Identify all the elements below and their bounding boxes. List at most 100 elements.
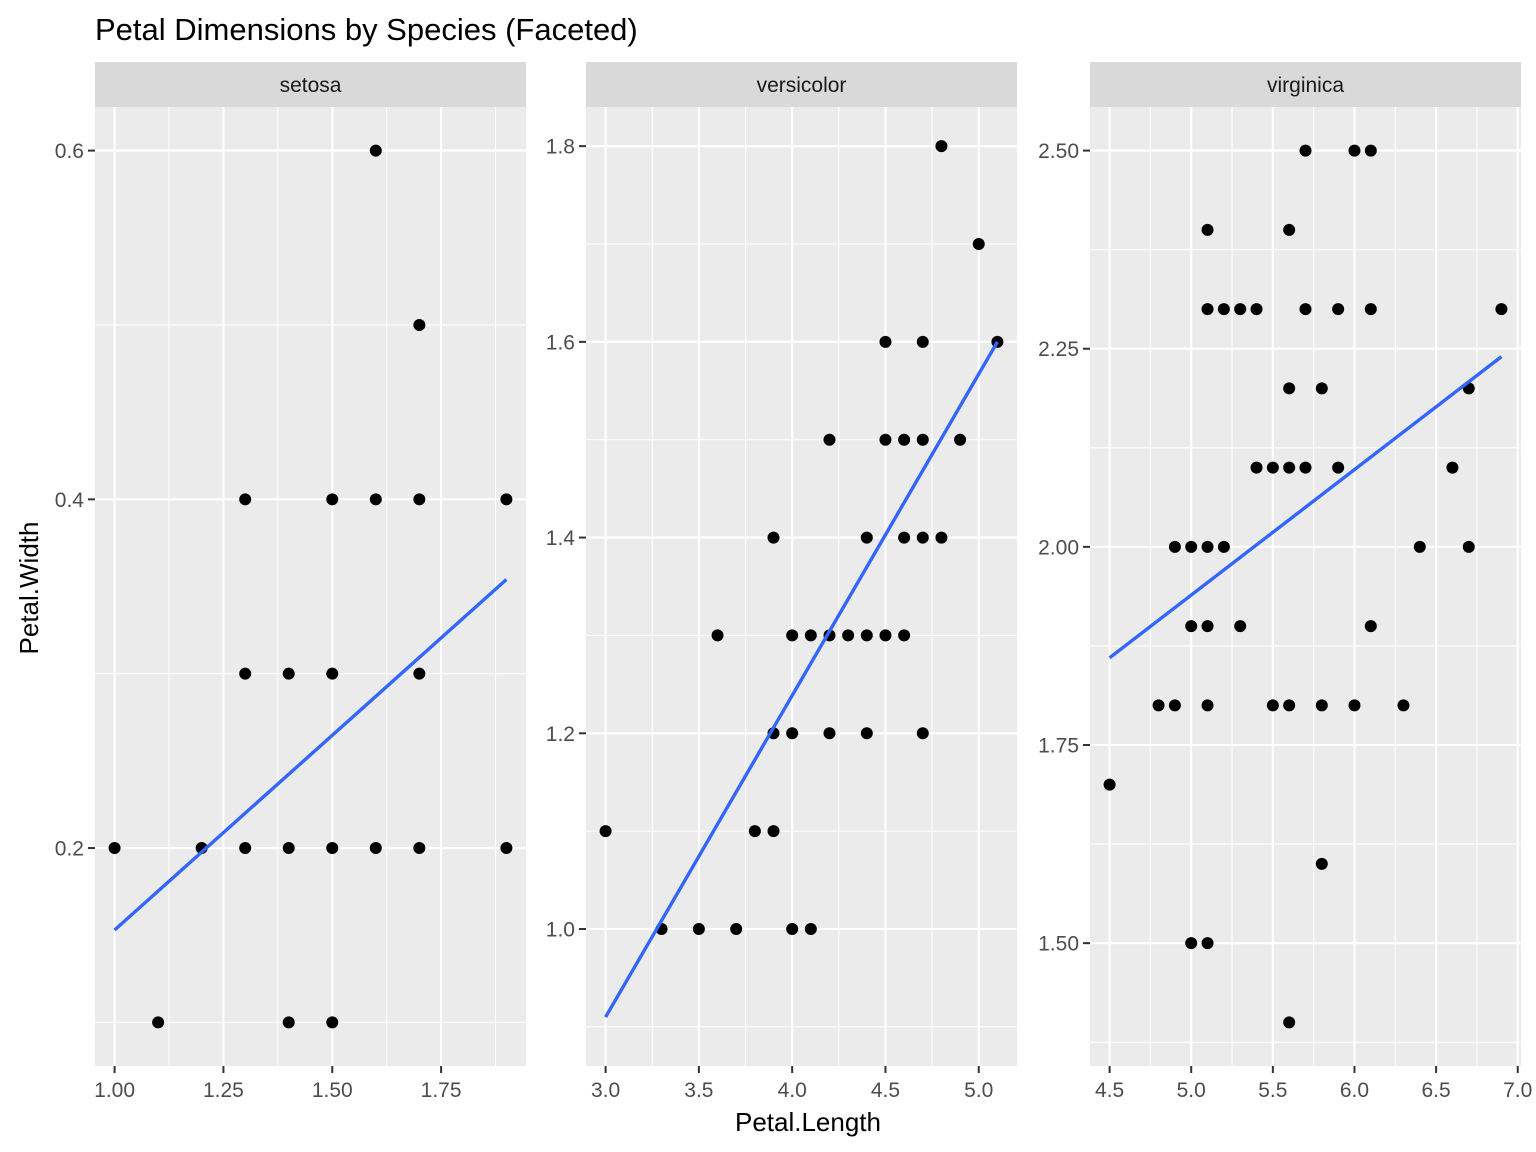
facet-strip	[1090, 62, 1521, 107]
data-point	[1201, 620, 1214, 633]
chart-title: Petal Dimensions by Species (Faceted)	[95, 12, 638, 47]
data-point	[1299, 461, 1312, 474]
data-point	[1201, 937, 1214, 950]
data-point	[804, 923, 817, 935]
data-point	[1250, 461, 1263, 474]
data-point	[282, 842, 295, 855]
data-point	[413, 493, 426, 506]
data-point	[711, 629, 724, 642]
data-point	[239, 667, 252, 680]
data-point	[1315, 699, 1328, 712]
data-point	[1201, 223, 1214, 236]
data-point	[1185, 540, 1198, 553]
facet-panel-versicolor: 3.0 3.5 4.0 4.5 5.0 1.0 1.2 1.4 1.6 1.8 versicolor	[546, 62, 1017, 1102]
y-tick-label: 1.6	[546, 331, 575, 354]
data-point	[1283, 382, 1296, 395]
data-point	[1283, 699, 1296, 712]
data-point	[1250, 303, 1263, 316]
x-tick-label: 4.0	[778, 1079, 807, 1102]
data-point	[972, 238, 985, 250]
x-tick-label: 1.25	[203, 1079, 244, 1102]
data-point	[1103, 778, 1116, 791]
data-point	[1185, 937, 1198, 950]
y-tick-label: 1.0	[546, 919, 575, 942]
data-point	[786, 923, 799, 935]
data-point	[108, 842, 121, 855]
facet-strip	[586, 62, 1017, 107]
panel-background	[95, 107, 526, 1066]
data-point	[326, 493, 339, 506]
data-point	[239, 493, 252, 506]
data-point	[1364, 144, 1377, 157]
panel-background	[1090, 107, 1521, 1066]
x-tick-label: 4.5	[1095, 1079, 1124, 1102]
data-point	[152, 1016, 165, 1029]
data-point	[1168, 540, 1181, 553]
data-point	[1185, 620, 1198, 633]
data-point	[282, 667, 295, 680]
data-point	[1315, 857, 1328, 870]
data-point	[1201, 540, 1214, 553]
data-point	[1217, 540, 1230, 553]
x-tick-label: 1.50	[312, 1079, 353, 1102]
data-point	[935, 531, 948, 544]
data-point	[916, 433, 929, 446]
data-point	[1234, 620, 1247, 633]
x-tick-label: 1.75	[421, 1079, 462, 1102]
y-tick-label: 0.4	[55, 489, 85, 512]
data-point	[326, 667, 339, 680]
x-tick-label: 5.5	[1258, 1079, 1287, 1102]
data-point	[1315, 382, 1328, 395]
data-point	[786, 629, 799, 642]
data-point	[823, 433, 836, 446]
data-point	[1168, 699, 1181, 712]
data-point	[860, 531, 873, 544]
x-tick-label: 5.0	[1177, 1079, 1206, 1102]
x-tick-label: 5.0	[964, 1079, 993, 1102]
facet-strip-label: setosa	[280, 74, 342, 97]
data-point	[1299, 303, 1312, 316]
data-point	[860, 629, 873, 642]
data-point	[369, 493, 382, 506]
data-point	[1332, 461, 1345, 474]
x-tick-label: 3.5	[684, 1079, 713, 1102]
data-point	[1299, 144, 1312, 157]
data-point	[767, 531, 780, 544]
data-point	[1234, 303, 1247, 316]
panel-background	[586, 107, 1017, 1066]
y-tick-label: 1.2	[546, 723, 575, 746]
data-point	[935, 140, 948, 153]
data-point	[1201, 303, 1214, 316]
data-point	[860, 727, 873, 740]
facet-strip-label: virginica	[1267, 74, 1344, 97]
data-point	[842, 629, 855, 642]
data-point	[1364, 620, 1377, 633]
data-point	[1201, 699, 1214, 712]
data-point	[1283, 223, 1296, 236]
data-point	[879, 335, 892, 348]
data-point	[1348, 699, 1361, 712]
data-point	[898, 433, 911, 446]
regression-line	[1108, 355, 1503, 660]
x-tick-label: 3.0	[591, 1079, 620, 1102]
data-point	[748, 825, 761, 838]
data-point	[692, 923, 705, 935]
facet-panels: 1.00 1.25 1.50 1.75 0.2 0.4 0.6 setosa 3.0 3.5 4.0…	[55, 62, 1532, 1102]
data-point	[1152, 699, 1165, 712]
data-point	[1283, 1016, 1296, 1029]
data-point	[500, 493, 513, 506]
data-point	[823, 727, 836, 740]
data-point	[326, 842, 339, 855]
facet-strip	[95, 62, 526, 107]
data-point	[282, 1016, 295, 1029]
data-point	[413, 667, 426, 680]
x-tick-label: 6.0	[1340, 1079, 1369, 1102]
x-axis-title: Petal.Length	[735, 1107, 881, 1137]
data-point	[954, 433, 967, 446]
data-point	[1266, 699, 1279, 712]
data-point	[413, 842, 426, 855]
x-tick-label: 1.00	[94, 1079, 135, 1102]
x-tick-label: 7.0	[1503, 1079, 1532, 1102]
y-axis-title: Petal.Width	[14, 522, 44, 655]
